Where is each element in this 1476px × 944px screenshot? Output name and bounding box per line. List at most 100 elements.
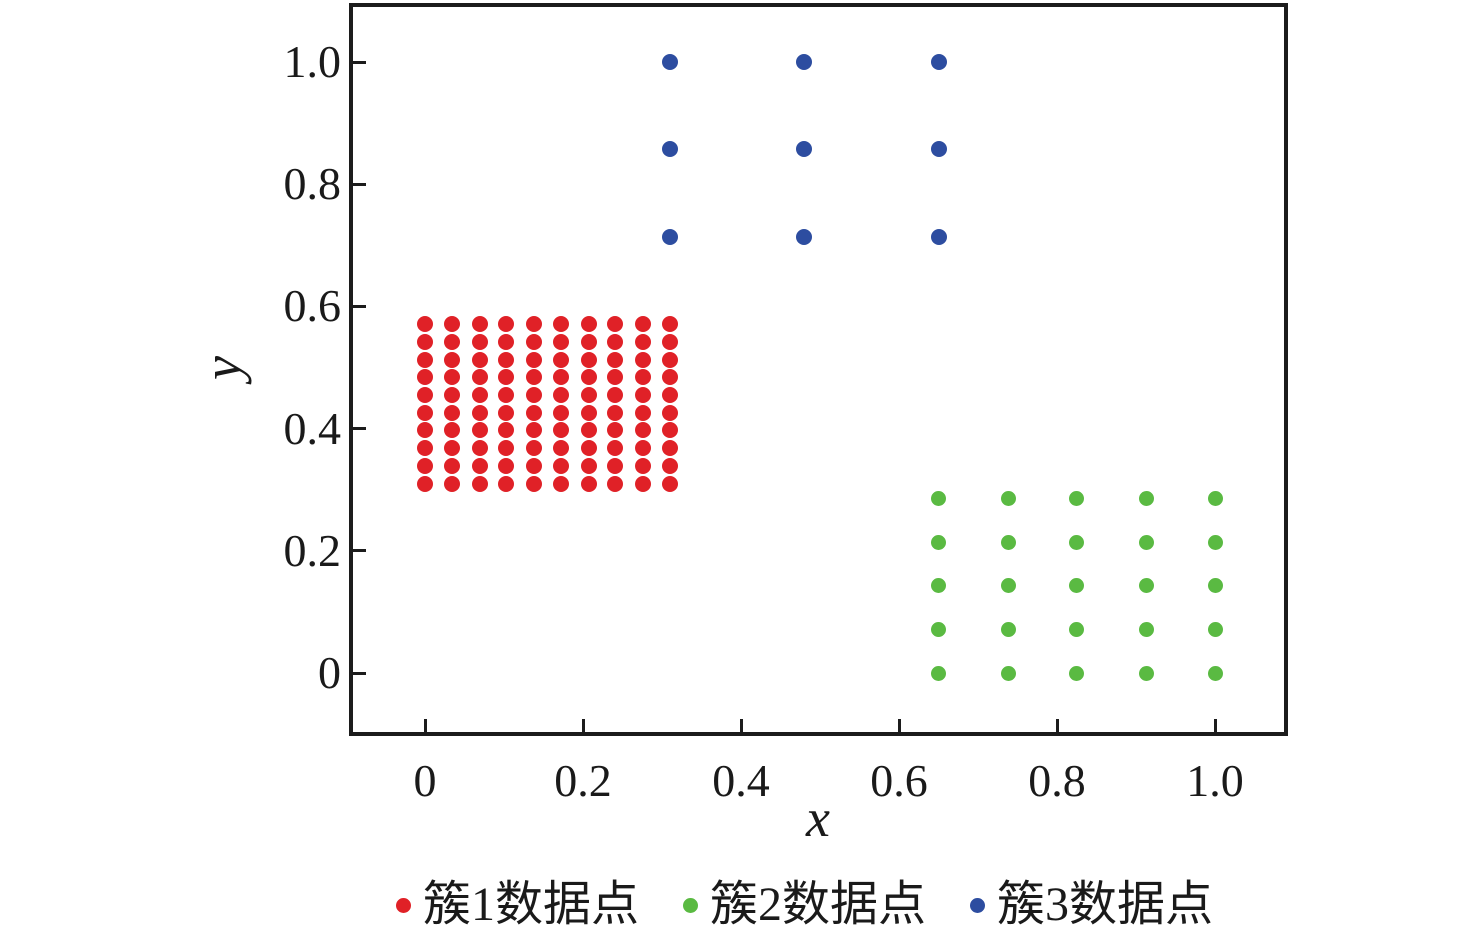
- data-point-series-2: [931, 665, 946, 681]
- data-point-series-1: [526, 457, 543, 474]
- data-point-series-2: [1207, 665, 1223, 681]
- data-point-series-1: [635, 457, 652, 474]
- data-point-series-1: [580, 440, 597, 457]
- data-point-series-1: [661, 369, 678, 386]
- data-point-series-1: [471, 422, 488, 439]
- data-point-series-1: [526, 422, 543, 439]
- data-point-series-1: [526, 440, 543, 457]
- data-point-series-1: [635, 316, 652, 333]
- data-point-series-3: [661, 54, 678, 70]
- legend-label: 簇2数据点: [710, 878, 927, 931]
- data-point-series-1: [580, 333, 597, 350]
- data-point-series-3: [796, 228, 813, 245]
- x-tick-label: 0.4: [712, 755, 770, 806]
- data-point-series-1: [607, 475, 624, 492]
- data-point-series-1: [607, 333, 624, 350]
- data-point-series-3: [661, 141, 678, 158]
- data-point-series-1: [417, 475, 433, 492]
- data-point-series-1: [498, 369, 515, 386]
- data-point-series-1: [498, 422, 515, 439]
- data-point-series-3: [796, 54, 813, 70]
- data-point-series-1: [607, 457, 624, 474]
- data-point-series-1: [635, 404, 652, 421]
- data-point-series-1: [526, 316, 543, 333]
- data-point-series-1: [526, 369, 543, 386]
- data-point-series-1: [417, 333, 433, 350]
- x-tick-mark: [897, 719, 901, 732]
- data-point-series-1: [580, 316, 597, 333]
- data-point-series-1: [417, 440, 433, 457]
- y-tick-mark: [353, 671, 366, 675]
- data-point-series-1: [526, 351, 543, 368]
- data-point-series-1: [443, 404, 460, 421]
- data-point-series-3: [930, 54, 947, 70]
- data-point-series-2: [1000, 665, 1016, 681]
- data-point-series-1: [443, 316, 460, 333]
- data-point-series-1: [607, 440, 624, 457]
- y-tick-mark: [353, 304, 366, 308]
- y-tick-mark: [353, 182, 366, 186]
- y-tick-label: 1.0: [283, 36, 342, 87]
- data-point-series-1: [552, 316, 569, 333]
- y-tick-label: 0.2: [283, 524, 342, 576]
- data-point-series-2: [1069, 578, 1085, 594]
- data-point-series-1: [552, 404, 569, 421]
- data-point-series-1: [498, 440, 515, 457]
- data-point-series-1: [580, 351, 597, 368]
- x-tick-mark: [1213, 719, 1217, 732]
- data-point-series-1: [471, 404, 488, 421]
- data-point-series-2: [931, 622, 946, 638]
- data-point-series-1: [552, 333, 569, 350]
- data-point-series-1: [661, 440, 678, 457]
- data-point-series-2: [1000, 578, 1016, 594]
- data-point-series-1: [580, 422, 597, 439]
- data-point-series-2: [931, 534, 946, 550]
- legend-item-3: 簇3数据点: [970, 876, 1213, 934]
- data-point-series-1: [635, 475, 652, 492]
- data-point-series-2: [1138, 490, 1154, 506]
- plot-area: [349, 3, 1288, 736]
- data-point-series-1: [635, 369, 652, 386]
- data-point-series-1: [498, 351, 515, 368]
- data-point-series-2: [1069, 665, 1085, 681]
- data-point-series-1: [443, 333, 460, 350]
- data-point-series-3: [930, 141, 947, 158]
- data-point-series-1: [552, 457, 569, 474]
- x-tick-mark: [1055, 719, 1059, 732]
- data-point-series-1: [417, 386, 433, 403]
- data-point-series-1: [471, 475, 488, 492]
- x-tick-label: 1.0: [1186, 755, 1244, 806]
- x-axis-label: x: [806, 788, 830, 848]
- data-point-series-2: [1000, 622, 1016, 638]
- data-point-series-1: [635, 333, 652, 350]
- data-point-series-1: [471, 369, 488, 386]
- x-tick-label: 0.8: [1028, 755, 1086, 806]
- data-point-series-1: [661, 475, 678, 492]
- data-point-series-1: [498, 475, 515, 492]
- data-point-series-1: [607, 422, 624, 439]
- data-point-series-1: [661, 404, 678, 421]
- y-tick-mark: [353, 549, 366, 553]
- data-point-series-1: [552, 475, 569, 492]
- data-point-series-1: [607, 386, 624, 403]
- data-point-series-1: [552, 386, 569, 403]
- data-point-series-1: [443, 351, 460, 368]
- data-point-series-2: [1069, 534, 1085, 550]
- data-point-series-3: [930, 228, 947, 245]
- data-point-series-1: [443, 422, 460, 439]
- data-point-series-1: [417, 457, 433, 474]
- data-point-series-1: [607, 351, 624, 368]
- data-point-series-1: [471, 351, 488, 368]
- x-tick-label: 0.2: [554, 755, 612, 806]
- legend-marker-icon: [970, 897, 986, 913]
- y-tick-mark: [353, 427, 366, 431]
- legend-item-1: 簇1数据点: [396, 876, 639, 934]
- data-point-series-1: [607, 404, 624, 421]
- data-point-series-1: [635, 440, 652, 457]
- data-point-series-1: [526, 333, 543, 350]
- data-point-series-1: [417, 404, 433, 421]
- data-point-series-1: [607, 316, 624, 333]
- data-point-series-2: [1207, 578, 1223, 594]
- data-point-series-2: [1069, 622, 1085, 638]
